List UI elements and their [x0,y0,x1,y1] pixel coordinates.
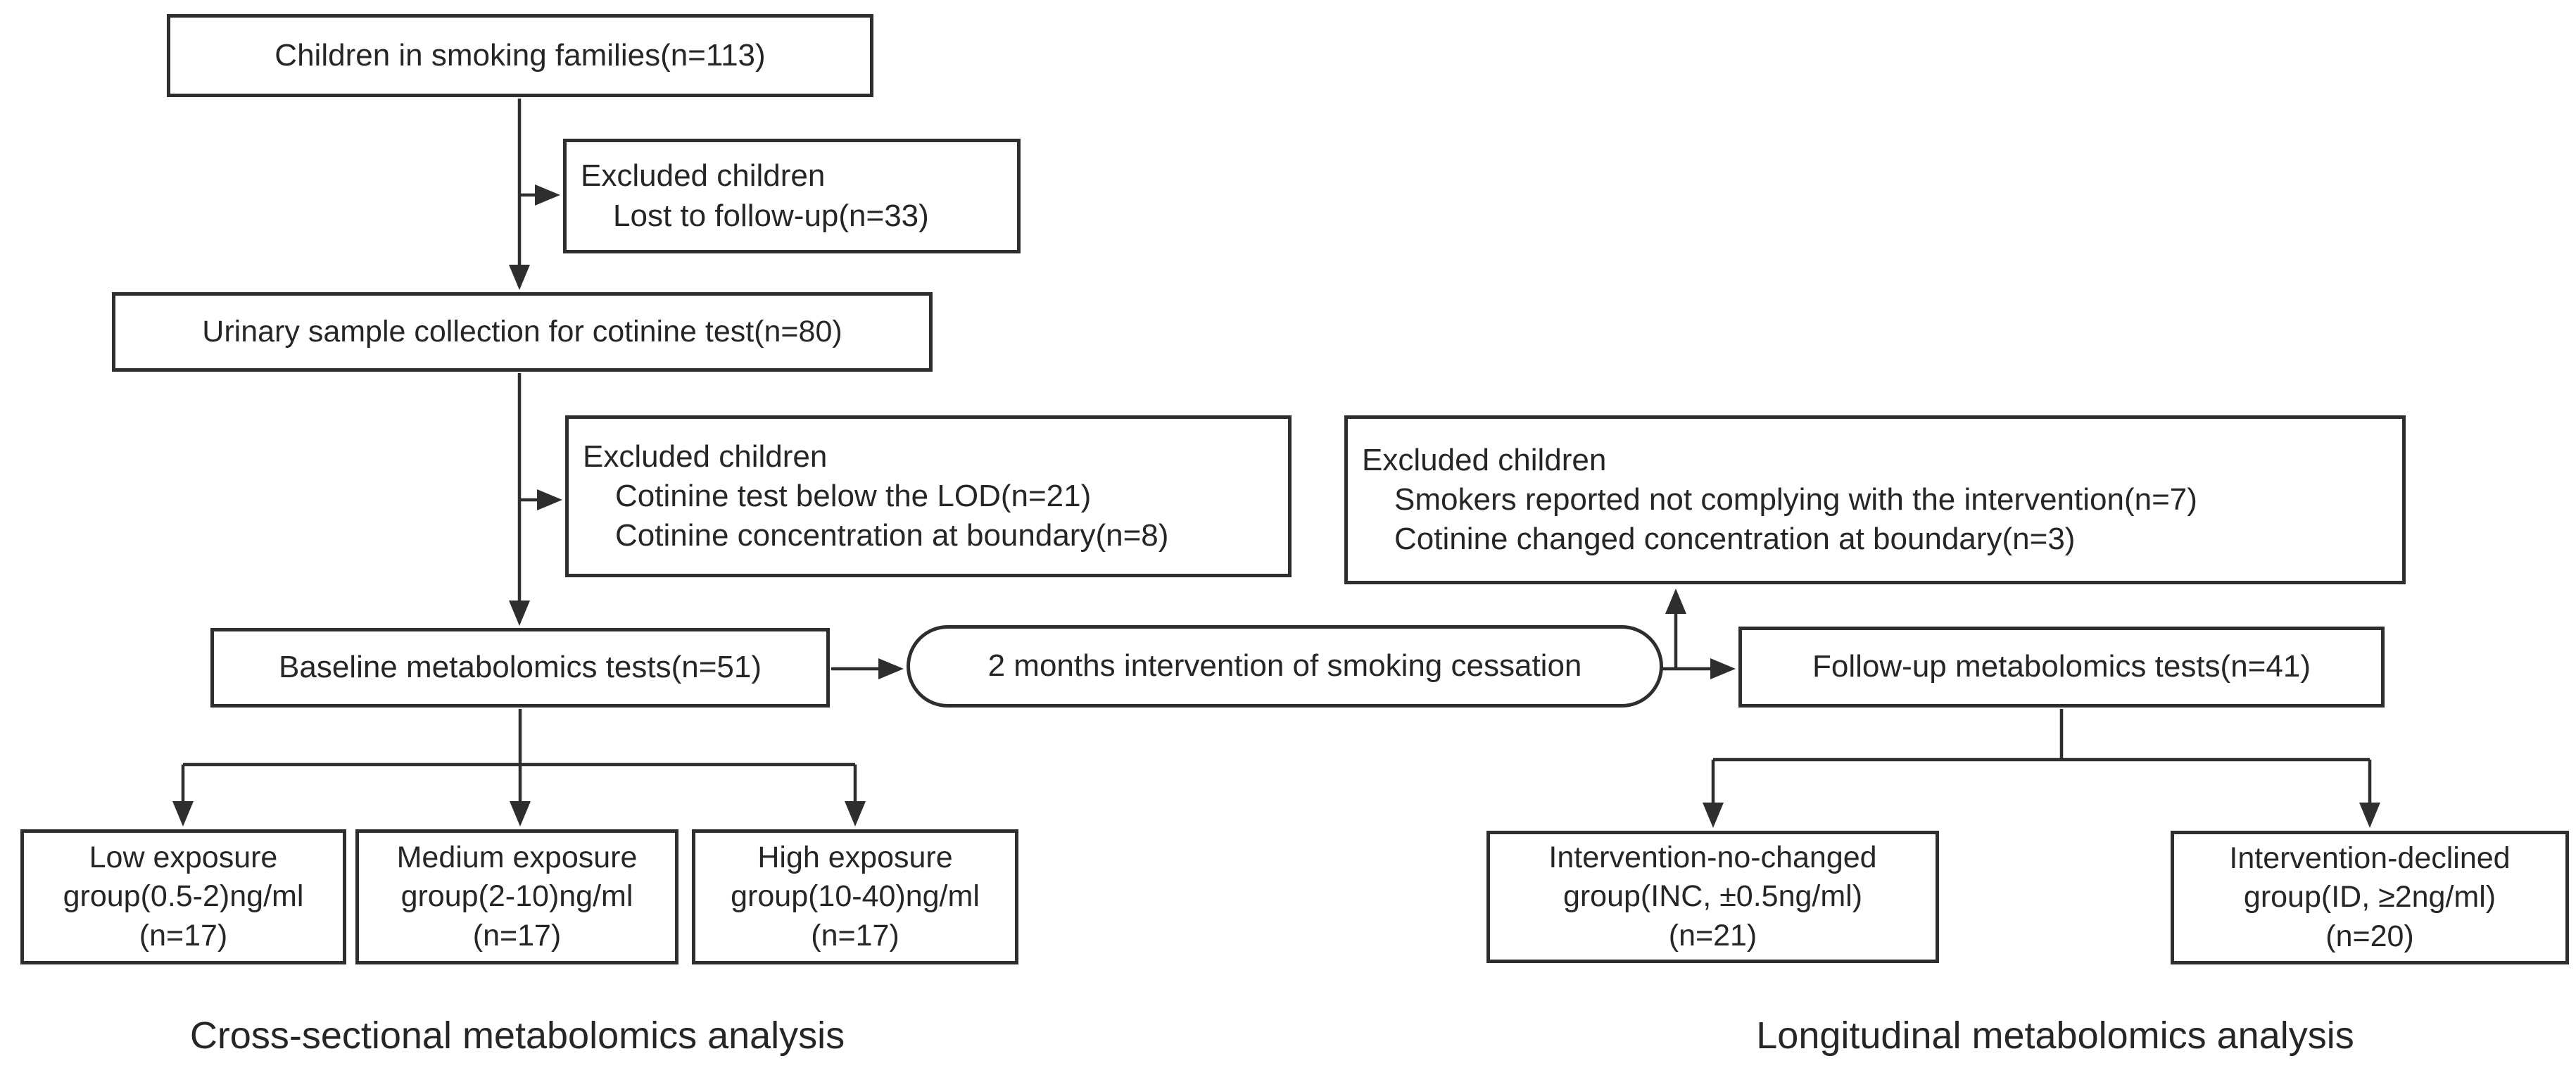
node-urinary-sample-collection: Urinary sample collection for cotinine t… [112,292,933,372]
node-line: Low exposure [89,841,278,875]
node-intervention-declined-group: Intervention-declined group(ID, ≥2ng/ml)… [2171,831,2569,964]
node-line: (n=21) [1668,918,1757,953]
node-label: Urinary sample collection for cotinine t… [202,314,842,348]
node-excluded-noncompliance: Excluded children Smokers reported not c… [1344,415,2406,584]
node-baseline-metabolomics: Baseline metabolomics tests(n=51) [210,628,830,708]
node-intervention-no-changed-group: Intervention-no-changed group(INC, ±0.5n… [1486,831,1939,963]
node-low-exposure-group: Low exposure group(0.5-2)ng/ml (n=17) [20,829,346,964]
node-line: High exposure [757,841,953,875]
node-line: Intervention-no-changed [1548,841,1877,875]
node-line: Smokers reported not complying with the … [1394,482,2197,517]
node-label: Follow-up metabolomics tests(n=41) [1812,649,2311,684]
node-label: Children in smoking families(n=113) [274,37,766,73]
node-label: Baseline metabolomics tests(n=51) [279,650,762,685]
node-line: group(ID, ≥2ng/ml) [2243,880,2496,914]
node-line: Intervention-declined [2229,841,2511,876]
node-line: (n=17) [811,918,899,953]
node-line: Cotinine changed concentration at bounda… [1394,522,2076,557]
node-line: Excluded children [1362,442,1607,477]
caption-longitudinal-analysis: Longitudinal metabolomics analysis [1756,1014,2354,1057]
node-followup-metabolomics: Follow-up metabolomics tests(n=41) [1738,627,2385,708]
node-children-smoking-families: Children in smoking families(n=113) [167,14,873,97]
node-smoking-cessation-intervention: 2 months intervention of smoking cessati… [907,625,1663,708]
node-line: (n=17) [139,918,228,953]
node-line: group(2-10)ng/ml [400,879,633,914]
node-line: Cotinine test below the LOD(n=21) [615,478,1092,513]
node-line: Medium exposure [396,841,638,875]
node-label: 2 months intervention of smoking cessati… [987,648,1582,684]
node-line: Excluded children [581,158,826,194]
node-line: group(10-40)ng/ml [731,879,980,914]
node-line: Excluded children [583,439,828,474]
node-line: Lost to follow-up(n=33) [613,198,929,233]
node-excluded-lost-followup: Excluded children Lost to follow-up(n=33… [563,139,1021,253]
node-line: group(INC, ±0.5ng/ml) [1562,879,1863,914]
caption-cross-sectional-analysis: Cross-sectional metabolomics analysis [189,1014,845,1057]
node-line: (n=20) [2325,919,2414,953]
node-high-exposure-group: High exposure group(10-40)ng/ml (n=17) [692,829,1018,964]
node-line: (n=17) [472,918,562,953]
node-medium-exposure-group: Medium exposure group(2-10)ng/ml (n=17) [355,829,678,964]
node-excluded-lod-boundary: Excluded children Cotinine test below th… [565,415,1292,577]
node-line: group(0.5-2)ng/ml [63,879,304,914]
node-line: Cotinine concentration at boundary(n=8) [615,518,1169,553]
